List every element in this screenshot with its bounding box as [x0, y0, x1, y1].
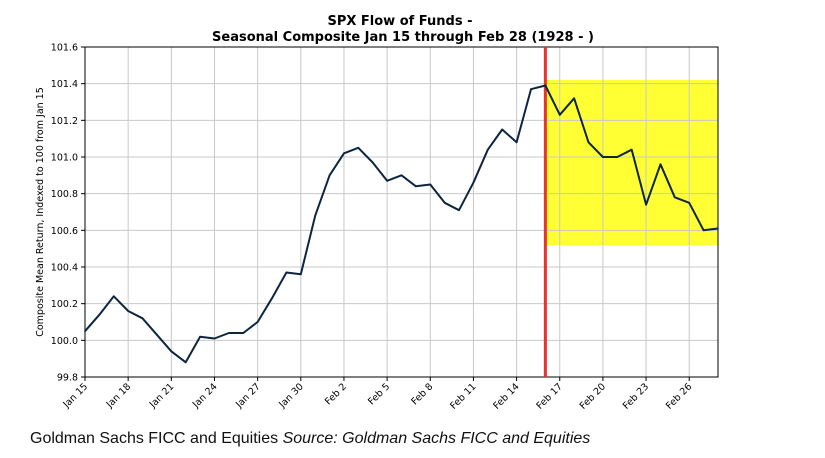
data-point — [558, 114, 561, 116]
data-point — [256, 321, 259, 323]
data-point — [328, 174, 331, 177]
data-point — [400, 174, 403, 177]
x-tick-label: Feb 23 — [621, 381, 651, 411]
y-axis-label: Composite Mean Return, Indexed to 100 fr… — [35, 87, 46, 337]
y-tick-label: 100.6 — [51, 226, 78, 237]
x-tick-label: Feb 26 — [664, 381, 694, 411]
data-point — [674, 196, 676, 199]
source-footer: Goldman Sachs FICC and Equities Source: … — [30, 430, 590, 448]
y-tick-label: 100.4 — [51, 263, 78, 274]
x-tick-label: Feb 17 — [535, 381, 565, 411]
data-point — [688, 202, 691, 204]
data-point — [702, 229, 705, 232]
data-point — [386, 180, 388, 182]
data-point — [602, 156, 604, 158]
data-point — [587, 141, 590, 144]
x-tick-label: Jan 18 — [104, 381, 134, 411]
x-tick-label: Feb 2 — [323, 381, 349, 407]
data-point — [472, 181, 475, 184]
source-italic: Source: Goldman Sachs FICC and Equities — [282, 430, 591, 447]
data-point — [443, 202, 446, 204]
y-tick-label: 101.2 — [51, 116, 78, 127]
data-point — [285, 271, 288, 274]
data-point — [357, 147, 360, 149]
y-tick-label: 100.8 — [51, 189, 78, 200]
x-tick-label: Feb 8 — [409, 381, 435, 407]
data-point — [112, 295, 115, 298]
y-tick-label: 100.0 — [51, 336, 78, 347]
data-point — [616, 156, 619, 158]
x-tick-label: Feb 14 — [491, 381, 521, 411]
data-point — [458, 209, 460, 211]
data-point — [429, 183, 432, 186]
x-tick-label: Feb 20 — [578, 381, 608, 411]
data-point — [141, 317, 144, 320]
data-point — [228, 332, 230, 334]
y-tick-label: 100.2 — [51, 299, 78, 310]
x-tick-label: Feb 5 — [366, 381, 392, 407]
data-point — [242, 332, 245, 334]
data-point — [199, 335, 201, 338]
data-point — [98, 313, 101, 316]
plot-frame — [84, 46, 719, 378]
highlight-band — [545, 80, 718, 245]
data-point — [415, 185, 417, 188]
x-tick-label: Feb 11 — [448, 381, 478, 411]
data-point — [630, 148, 633, 151]
data-point — [299, 273, 302, 276]
y-tick-label: 101.4 — [51, 79, 78, 90]
x-tick-label: Jan 27 — [233, 381, 263, 411]
x-tick-label: Jan 30 — [276, 381, 306, 411]
data-point — [170, 350, 173, 353]
source-prefix: Goldman Sachs FICC and Equities — [30, 430, 279, 447]
data-point — [156, 334, 158, 336]
y-tick-label: 101.0 — [51, 153, 78, 164]
data-point — [659, 163, 662, 166]
x-tick-label: Jan 21 — [147, 381, 177, 411]
chart-subtitle: Seasonal Composite Jan 15 through Feb 28… — [212, 30, 594, 45]
data-point — [314, 214, 316, 217]
data-point — [213, 337, 216, 340]
data-point — [343, 152, 345, 155]
y-tick-label: 101.6 — [51, 43, 78, 54]
data-point — [371, 161, 374, 164]
data-point — [515, 141, 518, 144]
x-tick-label: Jan 15 — [61, 381, 91, 411]
data-point — [271, 297, 273, 299]
data-point — [530, 88, 532, 90]
data-point — [573, 97, 575, 100]
data-point — [645, 203, 647, 206]
y-tick-label: 99.8 — [57, 373, 78, 384]
data-point — [127, 310, 129, 312]
x-tick-label: Jan 24 — [190, 381, 220, 411]
data-point — [501, 128, 504, 131]
data-point — [717, 227, 719, 230]
data-point — [184, 361, 187, 364]
data-point — [487, 148, 489, 151]
data-point — [544, 84, 547, 87]
data-point — [84, 330, 86, 332]
chart-title: SPX Flow of Funds - — [327, 14, 472, 29]
